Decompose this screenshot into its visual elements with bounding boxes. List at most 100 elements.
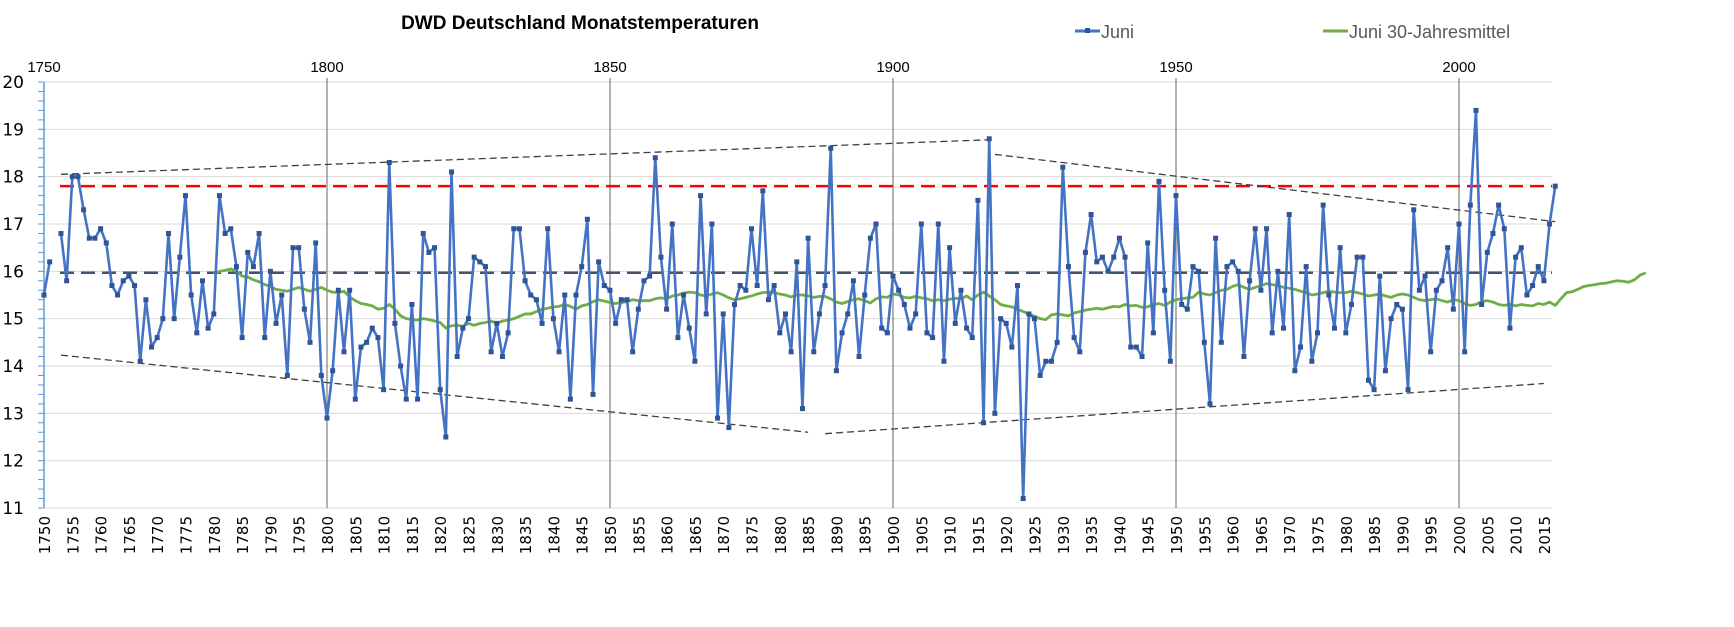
juni-line bbox=[42, 261, 51, 296]
juni-point bbox=[347, 287, 353, 293]
x-top-tick-label: 1800 bbox=[310, 59, 343, 76]
juni-point bbox=[1218, 339, 1224, 345]
trend-line-upper-1 bbox=[60, 139, 990, 175]
juni-point bbox=[69, 174, 75, 180]
x-tick-label: 1870 bbox=[715, 516, 733, 554]
juni-point bbox=[386, 159, 392, 165]
juni-point bbox=[460, 325, 466, 331]
juni-point bbox=[1450, 306, 1456, 312]
juni-point bbox=[590, 391, 596, 397]
juni-point bbox=[794, 259, 800, 265]
juni-point bbox=[709, 221, 715, 227]
x-tick-label: 1805 bbox=[347, 516, 365, 554]
juni-point bbox=[992, 410, 998, 416]
juni-point bbox=[228, 226, 234, 232]
juni-point bbox=[1201, 339, 1207, 345]
juni-point bbox=[1128, 344, 1134, 350]
juni-point bbox=[749, 226, 754, 232]
juni-point bbox=[216, 193, 222, 199]
juni-point bbox=[81, 207, 87, 213]
juni-point bbox=[732, 301, 738, 307]
juni-point bbox=[782, 311, 788, 317]
juni-point bbox=[1343, 330, 1349, 336]
juni-point bbox=[415, 396, 421, 402]
juni-point bbox=[109, 283, 115, 289]
juni-point bbox=[969, 335, 975, 341]
legend: Juni Juni 30-Jahresmittel bbox=[1075, 22, 1510, 42]
juni-point bbox=[1247, 278, 1253, 284]
y-tick-label: 19 bbox=[2, 120, 24, 140]
juni-point bbox=[398, 363, 404, 369]
legend-item-mean30[interactable]: Juni 30-Jahresmittel bbox=[1323, 22, 1510, 42]
juni-point bbox=[482, 264, 488, 270]
juni-point bbox=[664, 306, 670, 312]
juni-point bbox=[573, 292, 579, 298]
juni-point bbox=[998, 316, 1004, 322]
juni-point bbox=[1167, 358, 1173, 364]
juni-point bbox=[901, 301, 907, 307]
juni-point bbox=[1020, 496, 1026, 502]
juni-point bbox=[1286, 212, 1292, 218]
juni-point bbox=[1490, 230, 1496, 236]
x-tick-label: 1970 bbox=[1281, 516, 1299, 554]
juni-point bbox=[250, 264, 256, 270]
x-top-tick-label: 1850 bbox=[593, 59, 626, 76]
juni-point bbox=[1015, 283, 1021, 289]
x-tick-label: 1755 bbox=[64, 516, 82, 554]
x-tick-label: 1880 bbox=[772, 516, 790, 554]
juni-point bbox=[1099, 254, 1105, 260]
juni-point bbox=[1235, 268, 1241, 274]
x-tick-label: 1780 bbox=[206, 516, 224, 554]
juni-point bbox=[1337, 245, 1343, 251]
juni-point bbox=[1065, 264, 1071, 270]
y-tick-label: 17 bbox=[2, 215, 24, 235]
juni-point bbox=[335, 287, 341, 293]
x-tick-label: 1950 bbox=[1168, 516, 1186, 554]
juni-point bbox=[1365, 377, 1371, 383]
x-tick-label: 1935 bbox=[1083, 516, 1101, 554]
juni-point bbox=[1281, 325, 1287, 331]
juni-point bbox=[1467, 202, 1473, 208]
juni-point bbox=[137, 358, 143, 364]
juni-point bbox=[703, 311, 709, 317]
juni-point bbox=[166, 230, 172, 236]
x-tick-label: 1945 bbox=[1140, 516, 1158, 554]
juni-point bbox=[1139, 354, 1145, 360]
juni-point bbox=[1252, 226, 1258, 232]
juni-point bbox=[630, 349, 636, 355]
juni-point bbox=[211, 311, 217, 317]
legend-item-juni[interactable]: Juni bbox=[1075, 22, 1134, 42]
juni-point bbox=[647, 273, 653, 279]
juni-point bbox=[765, 297, 771, 303]
juni-point bbox=[584, 216, 590, 222]
x-tick-label: 1930 bbox=[1055, 516, 1073, 554]
juni-point bbox=[171, 316, 177, 322]
x-tick-label: 1920 bbox=[998, 516, 1016, 554]
juni-point bbox=[805, 235, 811, 241]
juni-point bbox=[352, 396, 358, 402]
juni-point bbox=[528, 292, 534, 298]
juni-point bbox=[318, 372, 324, 378]
juni-point bbox=[511, 226, 517, 232]
juni-point bbox=[1479, 301, 1485, 307]
x-axis-top: 1750 1800 1850 1900 1950 2000 bbox=[27, 59, 1475, 76]
juni-point bbox=[284, 372, 290, 378]
juni-point bbox=[92, 235, 98, 241]
juni-point bbox=[505, 330, 511, 336]
juni-point bbox=[1105, 268, 1111, 274]
juni-point bbox=[1213, 235, 1219, 241]
juni-point bbox=[579, 264, 585, 270]
juni-point bbox=[1518, 245, 1524, 251]
juni-point bbox=[1348, 301, 1354, 307]
juni-point bbox=[839, 330, 845, 336]
juni-point bbox=[692, 358, 698, 364]
juni-point bbox=[279, 292, 285, 298]
juni-point bbox=[958, 287, 964, 293]
juni-point bbox=[658, 254, 664, 260]
juni-point bbox=[149, 344, 155, 350]
juni-point bbox=[1354, 254, 1360, 260]
juni-point bbox=[952, 320, 958, 326]
x-tick-label: 1900 bbox=[885, 516, 903, 554]
juni-point bbox=[1196, 268, 1202, 274]
y-tick-label: 14 bbox=[2, 357, 24, 377]
